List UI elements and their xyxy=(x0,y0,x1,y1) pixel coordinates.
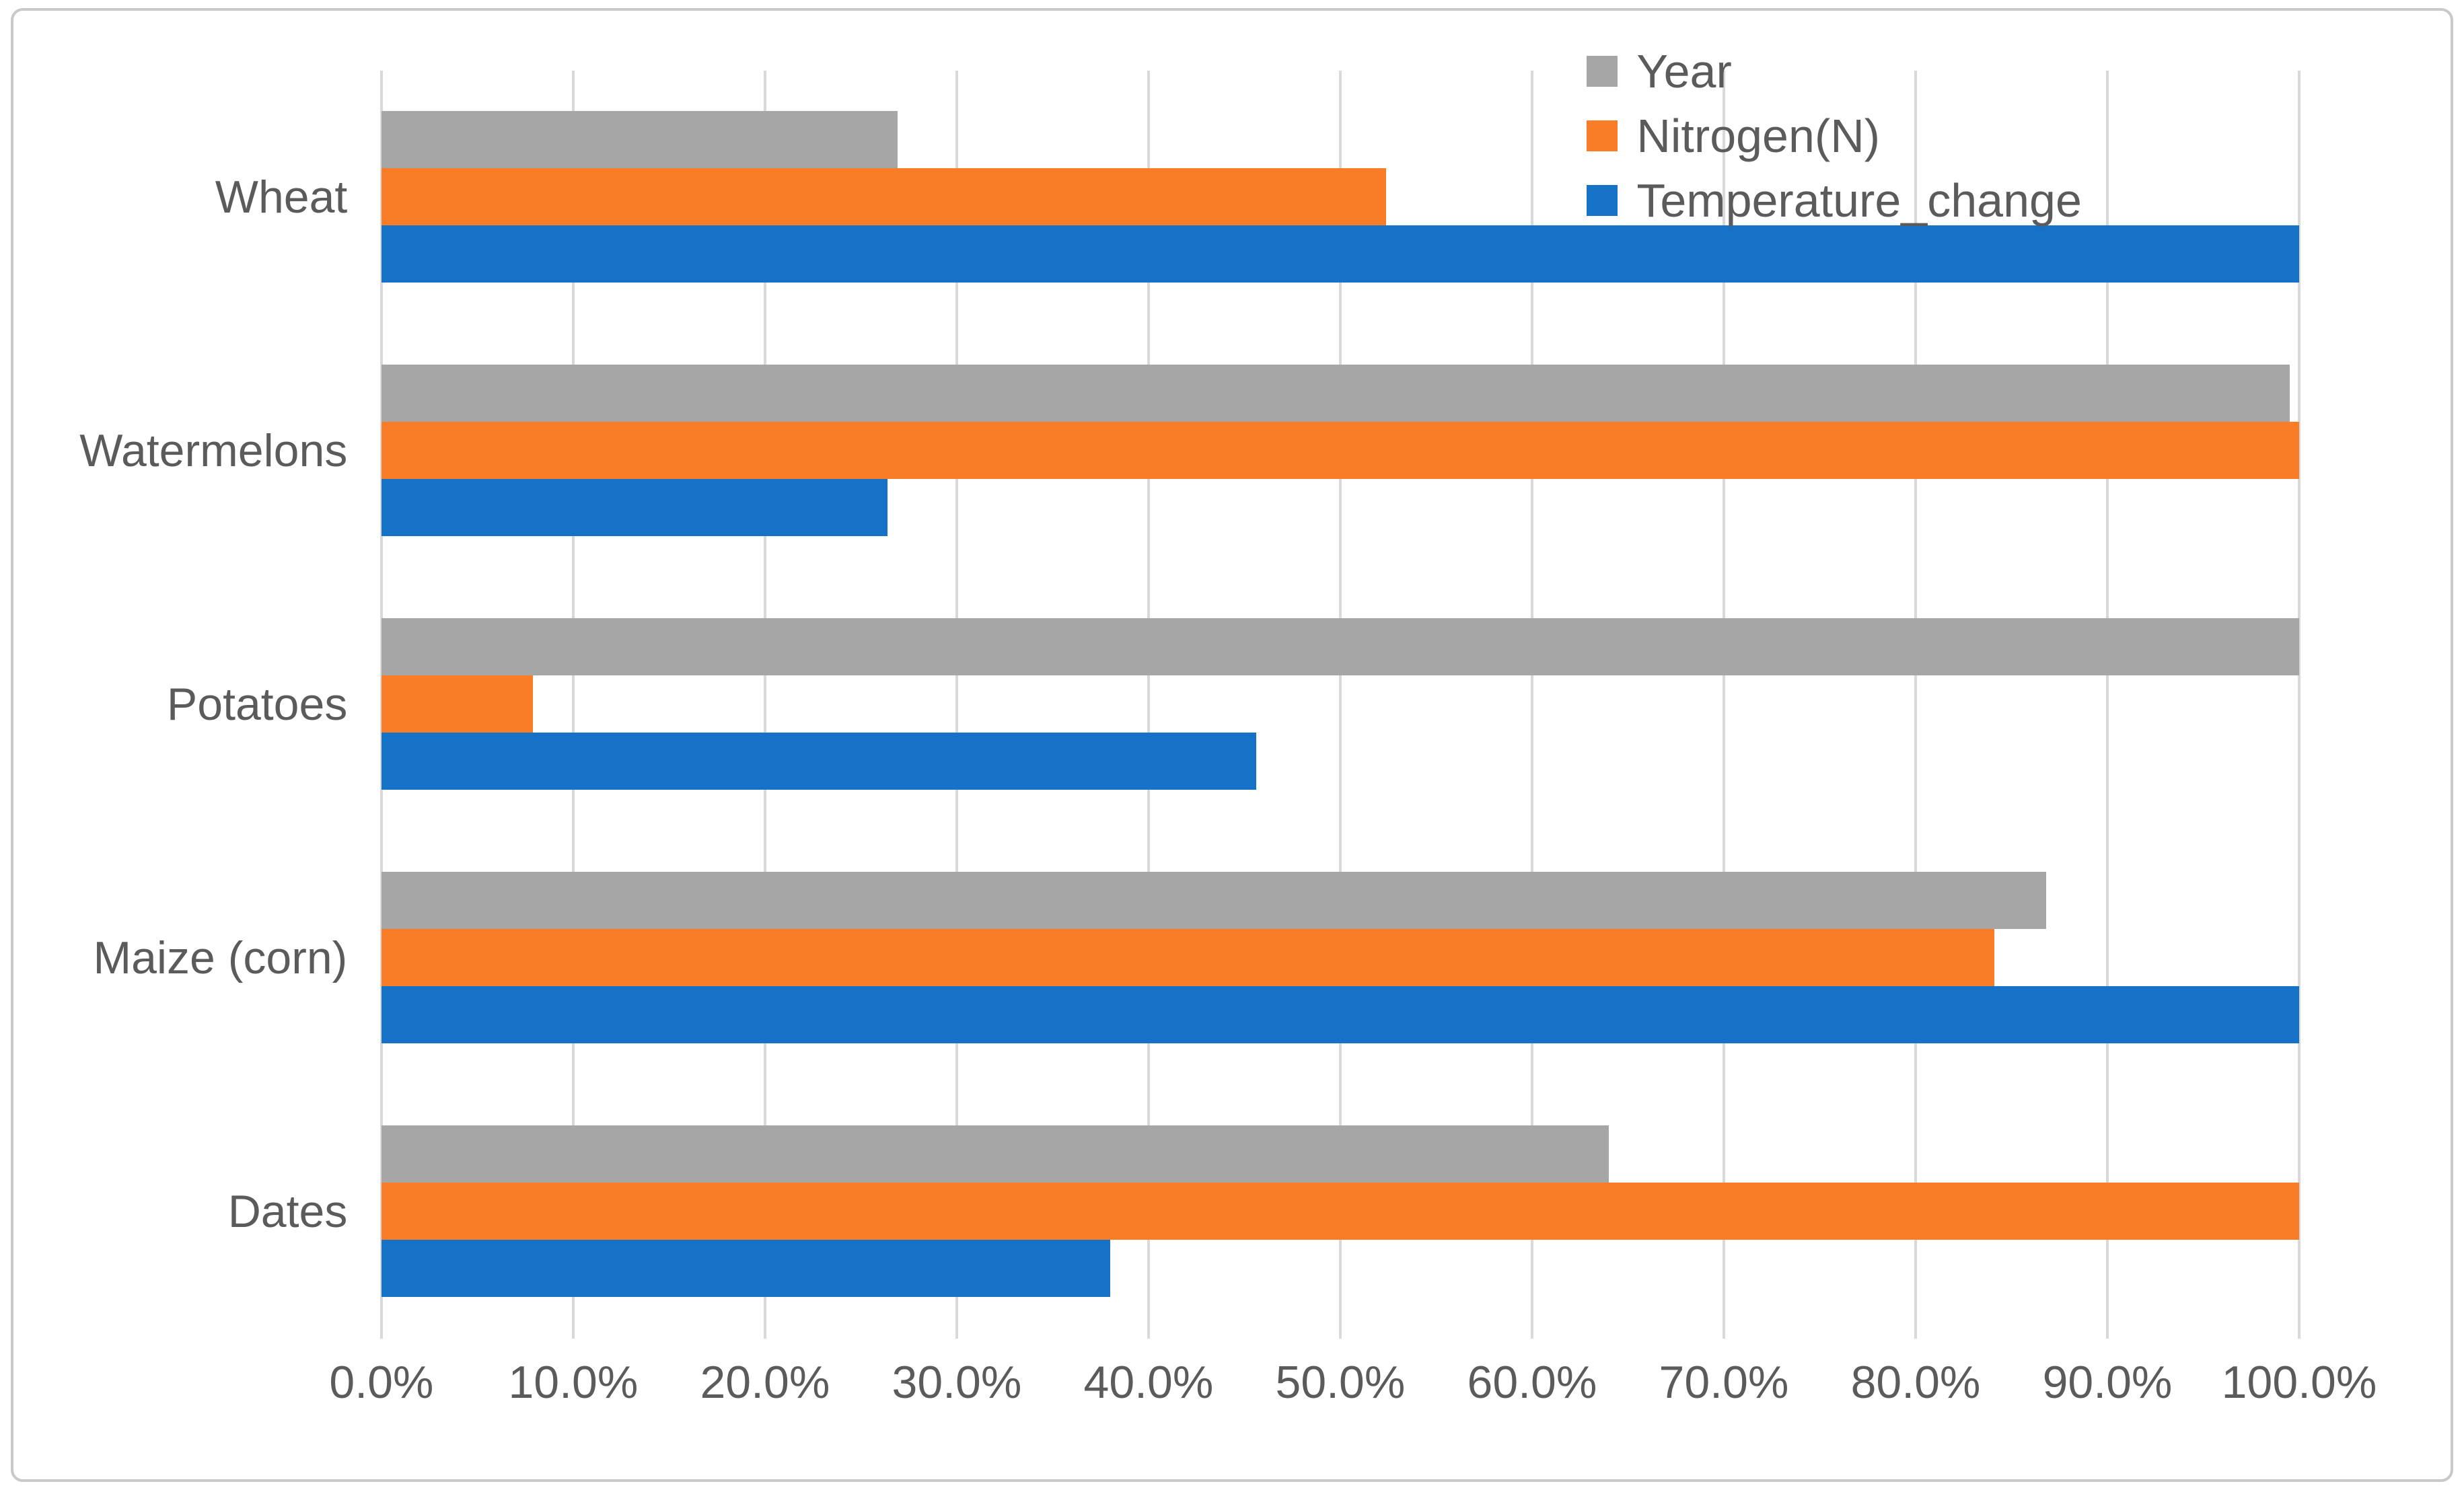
bar-wheat-year xyxy=(381,111,898,169)
bar-watermelons-nitrogen-n xyxy=(381,422,2299,479)
bar-watermelons-temperature-change xyxy=(381,478,888,536)
legend-item-temperature-change: Temperature_change xyxy=(1587,168,2082,233)
x-axis-tick-label: 100.0% xyxy=(2221,1356,2377,1408)
legend-item-year: Year xyxy=(1587,39,2082,104)
bar-maize-corn-nitrogen-n xyxy=(381,929,1994,986)
x-axis-tick-label: 20.0% xyxy=(700,1356,830,1408)
gridline xyxy=(1530,70,1533,1339)
x-axis-tick-label: 60.0% xyxy=(1467,1356,1597,1408)
x-axis-tick-label: 70.0% xyxy=(1659,1356,1789,1408)
bar-wheat-nitrogen-n xyxy=(381,168,1387,225)
x-axis-tick-label: 30.0% xyxy=(892,1356,1022,1408)
category-label-maize-corn: Maize (corn) xyxy=(93,932,348,984)
gridline xyxy=(571,70,575,1339)
legend-label-temperature-change: Temperature_change xyxy=(1636,174,2082,227)
category-label-dates: Dates xyxy=(227,1186,348,1238)
bar-potatoes-temperature-change xyxy=(381,732,1256,790)
legend: Year Nitrogen(N) Temperature_change xyxy=(1587,39,2082,233)
bar-dates-temperature-change xyxy=(381,1239,1110,1297)
legend-swatch-year xyxy=(1587,55,1618,87)
bar-watermelons-year xyxy=(381,365,2290,422)
gridline xyxy=(1722,70,1725,1339)
gridline xyxy=(1338,70,1342,1339)
bar-potatoes-year xyxy=(381,618,2299,676)
bar-dates-nitrogen-n xyxy=(381,1183,2299,1240)
gridline xyxy=(763,70,766,1339)
category-label-watermelons: Watermelons xyxy=(79,425,348,477)
x-axis-tick-label: 90.0% xyxy=(2042,1356,2173,1408)
gridline xyxy=(1914,70,1917,1339)
y-axis-category-labels: Wheat Watermelons Potatoes Maize (corn) Date… xyxy=(0,71,347,1339)
bar-wheat-temperature-change xyxy=(381,225,2299,283)
bar-potatoes-nitrogen-n xyxy=(381,675,534,733)
bar-maize-corn-year xyxy=(381,872,2046,930)
x-axis-tick-label: 80.0% xyxy=(1850,1356,1981,1408)
x-axis-tick-labels: 0.0% 10.0% 20.0% 30.0% 40.0% 50.0% 60.0% 70.0% 8… xyxy=(329,1356,2377,1446)
x-axis-tick-label: 50.0% xyxy=(1275,1356,1406,1408)
legend-label-year: Year xyxy=(1636,44,1732,98)
gridline xyxy=(955,70,958,1339)
legend-item-nitrogen-n: Nitrogen(N) xyxy=(1587,104,2082,168)
gridline xyxy=(1147,70,1150,1339)
gridline xyxy=(2298,70,2300,1339)
category-label-wheat: Wheat xyxy=(215,172,348,223)
category-label-potatoes: Potatoes xyxy=(166,679,348,731)
x-axis-tick-label: 0.0% xyxy=(329,1356,434,1408)
x-axis-tick-label: 10.0% xyxy=(508,1356,639,1408)
gridline xyxy=(2105,70,2109,1339)
legend-swatch-nitrogen-n xyxy=(1587,120,1618,151)
plot-area xyxy=(379,70,2300,1339)
legend-label-nitrogen-n: Nitrogen(N) xyxy=(1636,109,1881,162)
bar-dates-year xyxy=(381,1125,1609,1183)
legend-swatch-temperature-change xyxy=(1587,184,1618,216)
bar-maize-corn-temperature-change xyxy=(381,985,2299,1043)
x-axis-tick-label: 40.0% xyxy=(1083,1356,1214,1408)
